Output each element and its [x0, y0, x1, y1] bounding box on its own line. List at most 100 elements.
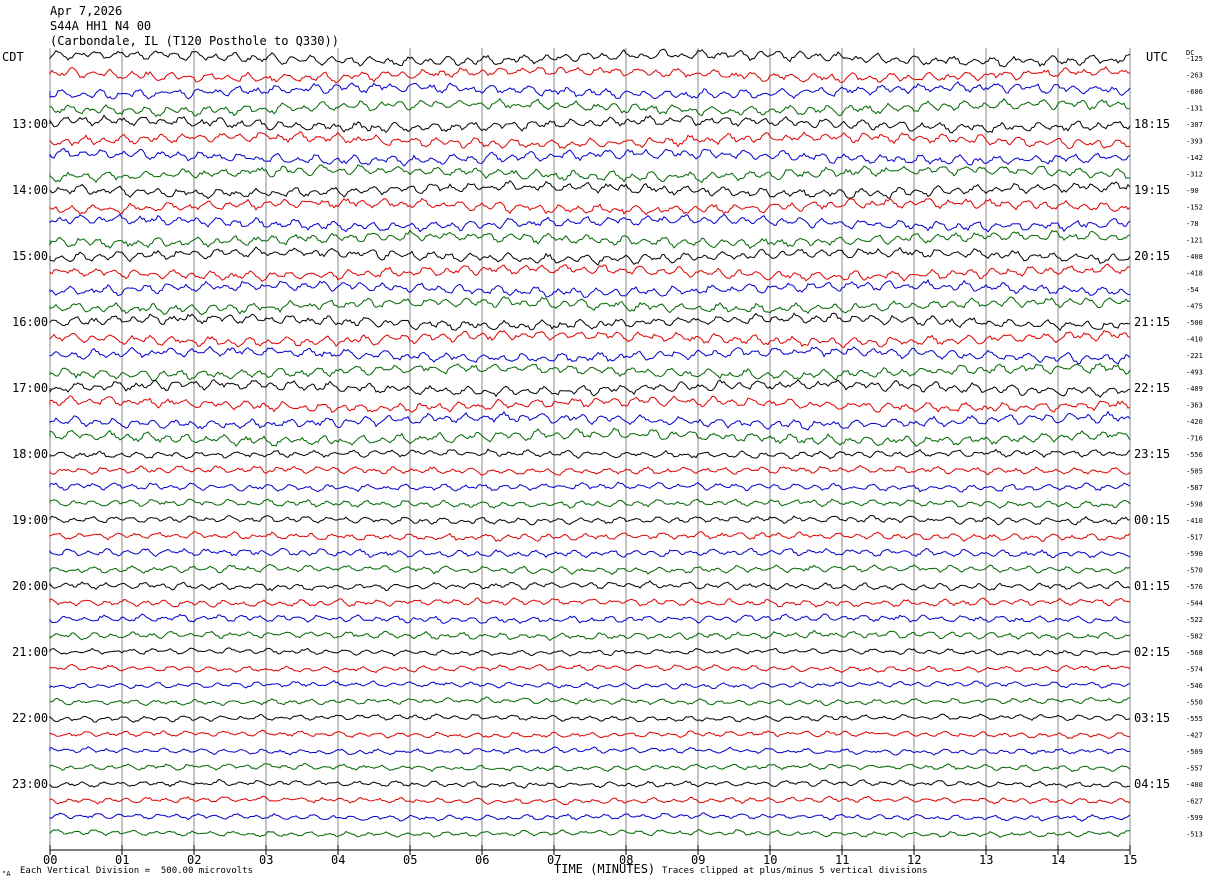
- x-tick-label: 12: [907, 853, 921, 867]
- trace-line: [49, 279, 1131, 298]
- dc-offset-label: -409: [1186, 385, 1203, 393]
- dc-offset-label: -500: [1186, 319, 1203, 327]
- trace-line: [49, 329, 1131, 349]
- trace-line: [49, 514, 1131, 526]
- trace-line: [49, 812, 1131, 822]
- dc-offset-label: -556: [1186, 451, 1203, 459]
- x-tick-label: 03: [259, 853, 273, 867]
- trace-line: [49, 563, 1131, 576]
- dc-offset-label: -90: [1186, 187, 1199, 195]
- dc-offset-label: -599: [1186, 814, 1203, 822]
- left-hour-label: 16:00: [12, 315, 48, 329]
- station-location: (Carbondale, IL (T120 Posthole to Q330)): [50, 34, 339, 48]
- x-tick-label: 01: [115, 853, 129, 867]
- right-hour-label: 03:15: [1134, 711, 1170, 725]
- dc-offset-label: -142: [1186, 154, 1203, 162]
- trace-line: [49, 131, 1131, 150]
- trace-line: [49, 164, 1131, 184]
- dc-offset-label: -427: [1186, 732, 1203, 740]
- dc-offset-label: -627: [1186, 798, 1203, 806]
- trace-line: [49, 263, 1131, 282]
- dc-offset-label: -54: [1186, 286, 1199, 294]
- x-tick-label: 06: [475, 853, 489, 867]
- trace-line: [49, 729, 1131, 739]
- x-tick-label: 07: [547, 853, 561, 867]
- left-hour-label: 15:00: [12, 249, 48, 263]
- dc-offset-label: -410: [1186, 517, 1203, 525]
- dc-offset-label: -557: [1186, 765, 1203, 773]
- trace-line: [49, 395, 1131, 413]
- trace-line: [49, 498, 1131, 509]
- minute-gridlines: [49, 48, 1131, 850]
- dc-offset-label: -480: [1186, 781, 1203, 789]
- trace-line: [49, 663, 1131, 674]
- trace-line: [49, 679, 1131, 690]
- dc-offset-label: -568: [1186, 649, 1203, 657]
- trace-line: [49, 481, 1131, 493]
- x-tick-label: 09: [691, 853, 705, 867]
- dc-offset-label: -312: [1186, 171, 1203, 179]
- right-hour-label: 20:15: [1134, 249, 1170, 263]
- dc-offset-label: -363: [1186, 402, 1203, 410]
- trace-line: [49, 713, 1131, 723]
- trace-line: [49, 597, 1131, 608]
- trace-line: [49, 345, 1131, 365]
- dc-offset-label: -570: [1186, 567, 1203, 575]
- dc-offset-label: -598: [1186, 501, 1203, 509]
- trace-line: [49, 65, 1130, 84]
- trace-line: [49, 647, 1131, 657]
- dc-offset-label: -152: [1186, 204, 1203, 212]
- right-timezone-label: UTC: [1146, 50, 1168, 64]
- right-hour-label: 23:15: [1134, 447, 1170, 461]
- dc-offset-label: -513: [1186, 831, 1203, 839]
- trace-line: [49, 179, 1131, 200]
- dc-offset-label: -263: [1186, 72, 1203, 80]
- dc-offset-label: -493: [1186, 369, 1203, 377]
- trace-line: [49, 312, 1131, 332]
- x-tick-label: 05: [403, 853, 417, 867]
- left-hour-label: 20:00: [12, 579, 48, 593]
- trace-line: [49, 97, 1131, 118]
- x-tick-label: 02: [187, 853, 201, 867]
- left-hour-label: 13:00: [12, 117, 48, 131]
- dc-offset-label: -121: [1186, 237, 1203, 245]
- dc-offset-label: -555: [1186, 715, 1203, 723]
- trace-line: [49, 229, 1131, 250]
- trace-line: [49, 114, 1131, 134]
- left-hour-label: 17:00: [12, 381, 48, 395]
- clip-note: Traces clipped at plus/minus 5 vertical …: [662, 866, 928, 876]
- x-axis-title: TIME (MINUTES): [554, 862, 656, 876]
- x-tick-label: 08: [619, 853, 633, 867]
- corner-mark: "A: [2, 870, 11, 878]
- dc-offset-label: -78: [1186, 220, 1199, 228]
- left-hour-label: 14:00: [12, 183, 48, 197]
- dc-offset-label: -550: [1186, 699, 1203, 707]
- trace-line: [49, 147, 1131, 167]
- dc-offset-label: -582: [1186, 633, 1203, 641]
- trace-line: [49, 613, 1131, 624]
- trace-line: [49, 746, 1131, 756]
- x-tick-label: 15: [1123, 853, 1137, 867]
- trace-line: [49, 580, 1131, 592]
- seismic-traces: [49, 48, 1131, 838]
- right-hour-label: 19:15: [1134, 183, 1170, 197]
- dc-offset-label: -606: [1186, 88, 1203, 96]
- dc-offset-label: -221: [1186, 352, 1203, 360]
- trace-line: [49, 696, 1131, 707]
- trace-line: [49, 448, 1131, 460]
- right-hour-label: 02:15: [1134, 645, 1170, 659]
- trace-line: [49, 296, 1131, 316]
- left-timezone-label: CDT: [2, 50, 24, 64]
- plot-date: Apr 7,2026: [50, 4, 123, 18]
- vertical-division-note: Each Vertical Division = 500.00 microvol…: [20, 866, 253, 876]
- dc-offset-label: -544: [1186, 600, 1203, 608]
- trace-line: [49, 547, 1131, 559]
- x-tick-label: 14: [1051, 853, 1065, 867]
- left-hour-label: 22:00: [12, 711, 48, 725]
- dc-offset-label: -307: [1186, 121, 1203, 129]
- trace-line: [49, 530, 1131, 543]
- right-hour-label: 04:15: [1134, 777, 1170, 791]
- dc-offset-label: -420: [1186, 418, 1203, 426]
- x-tick-label: 11: [835, 853, 849, 867]
- left-hour-label: 23:00: [12, 777, 48, 791]
